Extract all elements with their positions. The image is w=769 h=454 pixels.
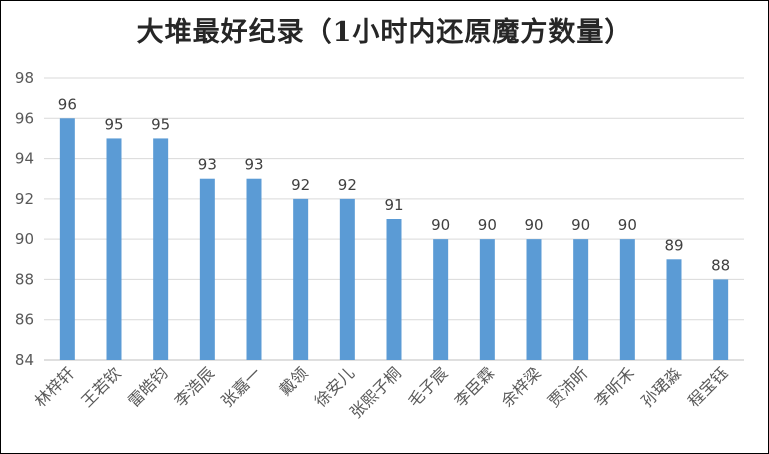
y-tick-label: 96 [15,109,34,127]
bar [526,239,542,360]
data-label: 93 [244,156,263,174]
bar [479,239,495,360]
x-tick-label: 戴领 [275,363,311,399]
bar [619,239,635,360]
data-label: 90 [431,216,450,234]
y-tick-label: 90 [15,230,34,248]
x-tick-label: 李臣霖 [451,363,498,410]
x-tick-label: 李浩辰 [171,363,218,410]
x-tick-label: 张熙子桐 [346,363,405,422]
bar [573,239,589,360]
bar [153,138,169,360]
data-label: 96 [58,95,77,113]
x-tick-label: 张嘉一 [217,363,264,410]
bar [199,178,215,360]
data-label: 88 [711,256,730,274]
x-tick-label: 林梓轩 [31,363,78,410]
y-tick-label: 84 [15,351,34,369]
y-tick-label: 92 [15,190,34,208]
bars [59,118,729,361]
x-tick-label: 雷皓钧 [124,363,171,410]
data-label: 92 [338,176,357,194]
data-label: 95 [151,115,170,133]
y-tick-label: 86 [15,311,34,329]
data-label: 90 [618,216,637,234]
data-label: 90 [571,216,590,234]
bar [59,118,75,361]
x-tick-label: 毛子宸 [404,363,451,410]
bar [713,279,729,360]
bar [246,178,262,360]
bar [386,219,402,360]
data-label: 93 [198,156,217,174]
data-label: 92 [291,176,310,194]
data-label: 90 [524,216,543,234]
y-tick-label: 94 [15,150,34,168]
y-tick-label: 98 [15,69,34,87]
data-label: 89 [664,236,683,254]
bar [433,239,449,360]
x-tick-label: 贾沛昕 [544,363,591,410]
y-tick-label: 88 [15,270,34,288]
x-axis-labels: 林梓轩 王若钦 雷皓钧 李浩辰 张嘉一 戴领 徐安儿张熙子桐 毛子宸 李臣霖 余梓梁 贾沛昕 李昕禾孙… [31,363,732,422]
data-label: 90 [478,216,497,234]
x-tick-label: 孙珺淼 [637,363,684,410]
y-axis-ticks: 84 86 88 90 92 94 96 98 [15,69,34,369]
chart-title: 大堆最好纪录（1小时内还原魔方数量） [136,17,633,48]
x-tick-label: 李昕禾 [591,363,638,410]
bar [666,259,682,360]
x-tick-label: 王若钦 [77,363,124,410]
bar [293,198,309,360]
data-label: 95 [104,115,123,133]
x-tick-label: 程宝钰 [684,363,731,410]
x-tick-label: 余梓梁 [497,363,544,410]
bar [106,138,122,360]
data-labels: 96 95 95 93 93 92 92 91 90 90 90 90 90 89 88 [58,95,730,274]
bar [339,198,355,360]
data-label: 91 [384,196,403,214]
